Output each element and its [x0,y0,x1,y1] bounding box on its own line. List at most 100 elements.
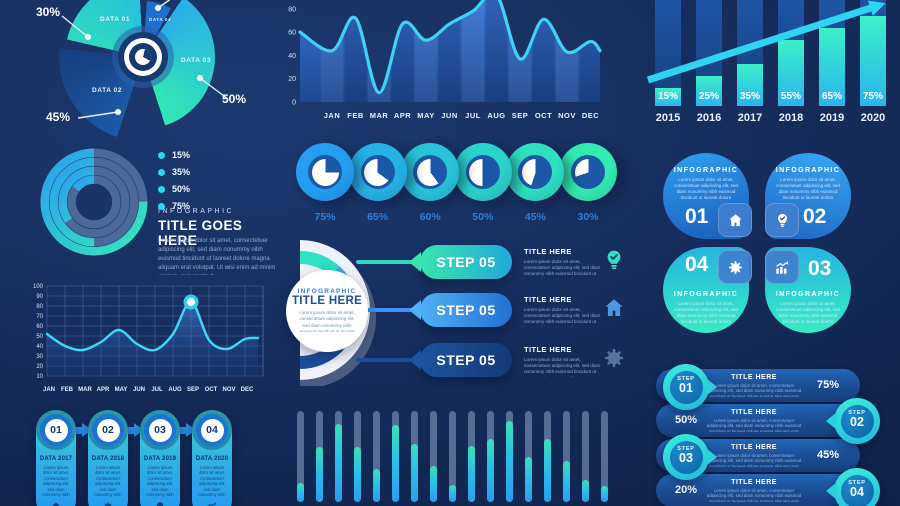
percent-circle [559,143,617,201]
pie-slice-icon [469,158,497,186]
connector-line [356,260,426,264]
mini-bar [354,411,361,502]
home-icon [727,212,744,229]
exploded-donut-chart: DATA 01 DATA 02 DATA 03 DATA 04 30% 45% … [0,0,262,142]
clover-infographic: INFOGRAPHIC INFOGRAPHIC INFOGRAPHIC INFO… [655,145,900,343]
clover-number: 03 [808,257,832,280]
pie-circles-row: 75% 65% 60% 50% 45% 30% [296,143,618,225]
percent-label: 60% [419,211,441,223]
monthly-area-chart: 0 20 40 60 80 JAN FEB MAR APR MAY JUN JUL AUG SEP OCT N… [283,0,618,130]
svg-text:30: 30 [36,354,43,360]
card-title: DATA 2019 [143,456,177,462]
svg-text:20: 20 [288,76,296,83]
mini-bar [525,411,532,502]
svg-text:SEP: SEP [512,111,529,120]
step-badge: STEP 02 [834,398,880,444]
year-bar: 75% [860,0,886,106]
svg-text:60: 60 [288,30,296,37]
panel-body-text: Lorem ipsum dolor sit amet, consectetuer… [158,238,276,275]
legend-dot-icon [158,185,165,193]
mini-bar [563,411,570,502]
card-body-text: Lorem ipsum dolor sit amet, consectetuer… [42,465,70,499]
clover-body-text: Lorem ipsum dolor sit amet, consectetuer… [674,301,738,323]
steps-kicker: INFOGRAPHIC [297,288,357,295]
bar-value-label: 35% [739,91,760,102]
bulb-check-icon [774,212,791,229]
svg-text:40: 40 [36,344,43,350]
panel-title: TITLE GOES HERE [158,218,243,248]
clover-number: 04 [685,253,709,276]
svg-text:10: 10 [36,374,43,380]
step-number: 04 [200,418,224,442]
clover-title: INFOGRAPHIC [673,291,739,298]
mini-bar [506,411,513,502]
legend-item: 35% [158,167,190,177]
pie-slice-icon [521,158,549,186]
bar-value-label: 65% [821,91,842,102]
mini-bar [449,411,456,502]
step-badge: STEP 04 [834,468,880,506]
svg-text:80: 80 [288,6,296,13]
bulb-icon [154,501,166,506]
svg-text:60: 60 [36,324,43,330]
card-title: DATA 2018 [91,456,125,462]
mini-bar [544,411,551,502]
percent-circle [453,143,512,201]
svg-text:JUN: JUN [133,387,145,393]
year-bar: 25% [696,0,722,106]
step-text-block: TITLE HERE Lorem ipsum dolor sit amet, c… [707,444,802,467]
mini-bar [430,411,437,502]
mini-bars-chart [297,411,617,503]
steps-title: TITLE HERE [291,295,363,307]
center-square [765,250,799,284]
segment-label: DATA 02 [92,87,123,94]
svg-text:OCT: OCT [535,111,552,120]
center-square [718,250,752,284]
pct-callout: 30% [36,5,61,19]
svg-text:JUL: JUL [151,387,163,393]
yearly-bar-chart: 15% 2015 25% 2016 35% 2017 55% 2018 65% 2019 75% 20… [645,0,897,132]
year-label: 2016 [696,112,722,124]
arrow-right-icon [74,423,92,437]
step-banner: STEP 05 [420,293,512,327]
legend-dot-icon [158,168,165,176]
step-text-block: TITLE HERE Lorem ipsum dolor sit amet, c… [707,374,802,397]
mini-bar [487,411,494,502]
svg-text:NOV: NOV [558,111,576,120]
card-body-text: Lorem ipsum dolor sit amet, consectetuer… [94,465,122,499]
year-label: 2019 [819,112,845,124]
svg-text:APR: APR [97,387,110,393]
home-icon [50,501,62,506]
svg-text:AUG: AUG [168,387,182,393]
bar-value-label: 75% [862,91,883,102]
svg-text:JAN: JAN [324,111,341,120]
svg-text:80: 80 [36,304,43,310]
svg-text:MAY: MAY [115,387,128,393]
percent-circle [506,143,565,201]
legend-item: 50% [158,184,190,194]
legend-item: 75% [158,201,190,211]
mini-bar [373,411,380,502]
percent-circle [401,143,460,201]
card-title: DATA 2020 [195,456,229,462]
svg-text:20: 20 [36,364,43,370]
horizontal-steps-panel: TITLE HERE Lorem ipsum dolor sit amet, c… [648,360,900,506]
center-square [765,203,799,237]
svg-text:JUN: JUN [441,111,458,120]
pie-slice-icon [574,158,602,186]
gear-icon [602,346,626,370]
connector-line [356,308,426,312]
banner-text-block: TITLE HERE Lorem ipsum dolor sit amet, c… [524,295,601,327]
svg-text:APR: APR [394,111,411,120]
percent-label: 50% [472,211,494,223]
clover-title: INFOGRAPHIC [775,291,841,298]
arrow-right-icon [178,423,196,437]
year-label: 2017 [737,112,763,124]
mini-bar [468,411,475,502]
year-bar: 65% [819,0,845,106]
svg-text:FEB: FEB [347,111,364,120]
step-badge: STEP 03 [663,434,709,480]
steps-panel: INFOGRAPHIC TITLE HERE Lorem ipsum dolor… [286,238,635,396]
svg-text:70: 70 [36,314,43,320]
